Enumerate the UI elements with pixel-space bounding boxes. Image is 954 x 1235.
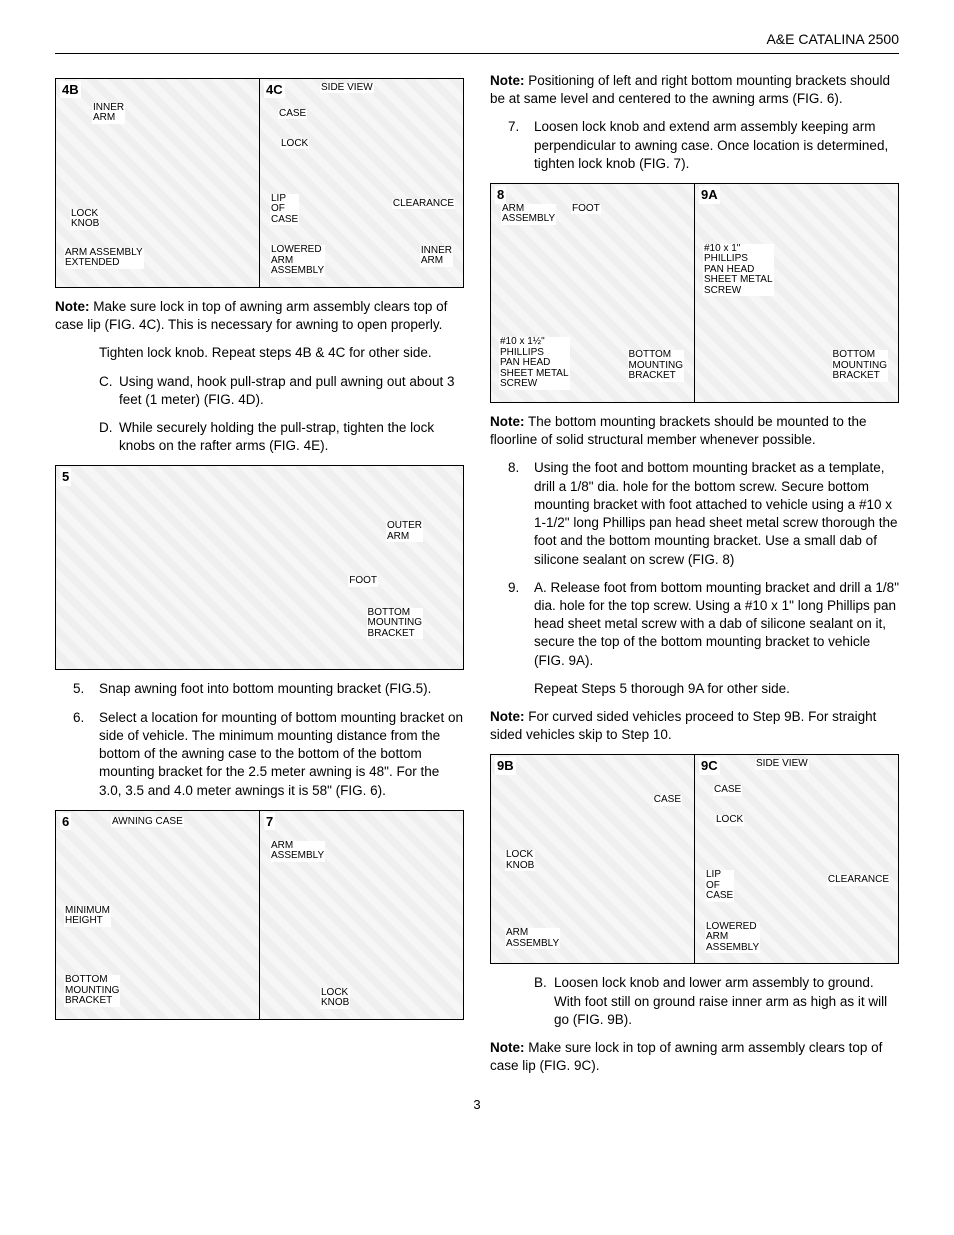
annot-case-9c: CASE — [713, 785, 742, 796]
annot-side-view: SIDE VIEW — [320, 83, 374, 94]
annot-lock: LOCK — [280, 139, 309, 150]
step-4c-text: Using wand, hook pull-strap and pull awn… — [119, 374, 454, 407]
annot-screw-8: #10 x 1½"PHILLIPSPAN HEADSHEET METALSCRE… — [499, 337, 570, 390]
step-6-text: Select a location for mounting of bottom… — [99, 710, 463, 798]
annot-lock-knob-7: LOCKKNOB — [320, 988, 350, 1009]
annot-lip-9c: LIPOFCASE — [705, 870, 734, 902]
annot-clearance: CLEARANCE — [392, 199, 455, 210]
note-4c: Note: Make sure lock in top of awning ar… — [55, 298, 464, 334]
step-5: 5. Snap awning foot into bottom mounting… — [55, 680, 464, 698]
annot-inner-arm: INNERARM — [92, 103, 125, 124]
step-8: 8. Using the foot and bottom mounting br… — [490, 459, 899, 568]
step-8-text: Using the foot and bottom mounting brack… — [534, 460, 898, 566]
step-6-num: 6. — [73, 709, 84, 727]
figure-6-7: 6 AWNING CASE MINIMUMHEIGHT BOTTOMMOUNTI… — [55, 810, 464, 1020]
figure-label-9c: 9C — [699, 757, 720, 775]
annot-lock-9b: LOCKKNOB — [505, 850, 535, 871]
page-number: 3 — [55, 1096, 899, 1114]
step-4c-num: C. — [99, 373, 113, 391]
left-column: 4B INNERARM LOCKKNOB ARM ASSEMBLYEXTENDE… — [55, 72, 464, 1086]
two-column-layout: 4B INNERARM LOCKKNOB ARM ASSEMBLYEXTENDE… — [55, 72, 899, 1086]
step-9-num: 9. — [508, 579, 519, 597]
note-positioning-text: Positioning of left and right bottom mou… — [490, 73, 890, 106]
annot-bottom-bracket-6: BOTTOMMOUNTINGBRACKET — [64, 975, 120, 1007]
step-5-num: 5. — [73, 680, 84, 698]
figure-label-9b: 9B — [495, 757, 516, 775]
step-7-num: 7. — [508, 118, 519, 136]
figure-4b-4c: 4B INNERARM LOCKKNOB ARM ASSEMBLYEXTENDE… — [55, 78, 464, 288]
page-header-title: A&E CATALINA 2500 — [55, 30, 899, 49]
annot-bottom-9a: BOTTOMMOUNTINGBRACKET — [832, 350, 888, 382]
step-9a: 9. A. Release foot from bottom mounting … — [490, 579, 899, 670]
note-9c-text: Make sure lock in top of awning arm asse… — [490, 1040, 882, 1073]
annot-case-9b: CASE — [653, 795, 682, 806]
figure-label-4c: 4C — [264, 81, 285, 99]
header-rule — [55, 53, 899, 54]
annot-outer-arm: OUTERARM — [386, 521, 423, 542]
annot-bottom-8: BOTTOMMOUNTINGBRACKET — [628, 350, 684, 382]
step-9a-text: A. Release foot from bottom mounting bra… — [534, 580, 899, 668]
document-page: A&E CATALINA 2500 4B INNERARM LOCKKNOB A… — [0, 0, 954, 1235]
annot-foot: FOOT — [348, 576, 378, 587]
annot-arm-extended: ARM ASSEMBLYEXTENDED — [64, 248, 144, 269]
step-4d-text: While securely holding the pull-strap, t… — [119, 420, 434, 453]
step-6: 6. Select a location for mounting of bot… — [55, 709, 464, 800]
note-4c-text: Make sure lock in top of awning arm asse… — [55, 299, 447, 332]
note-positioning: Note: Positioning of left and right bott… — [490, 72, 899, 108]
figure-label-6: 6 — [60, 813, 71, 831]
step-8-num: 8. — [508, 459, 519, 477]
step-5-text: Snap awning foot into bottom mounting br… — [99, 681, 431, 696]
figure-label-8: 8 — [495, 186, 506, 204]
annot-foot-8: FOOT — [571, 204, 601, 215]
step-7-text: Loosen lock knob and extend arm assembly… — [534, 119, 888, 170]
step-4c: C. Using wand, hook pull-strap and pull … — [55, 373, 464, 409]
note-label: Note: — [490, 709, 525, 724]
step-9b: B. Loosen lock knob and lower arm assemb… — [490, 974, 899, 1029]
step-7: 7. Loosen lock knob and extend arm assem… — [490, 118, 899, 173]
figure-8-9a: 8 ARMASSEMBLY FOOT #10 x 1½"PHILLIPSPAN … — [490, 183, 899, 403]
figure-9b-9c: 9B CASE LOCKKNOB ARMASSEMBLY 9C SIDE VIE… — [490, 754, 899, 964]
note-curved-text: For curved sided vehicles proceed to Ste… — [490, 709, 876, 742]
annot-low-9c: LOWEREDARMASSEMBLY — [705, 922, 760, 954]
repeat-para: Repeat Steps 5 thorough 9A for other sid… — [490, 680, 899, 698]
annot-min-height: MINIMUMHEIGHT — [64, 906, 111, 927]
right-column: Note: Positioning of left and right bott… — [490, 72, 899, 1086]
annot-lowered: LOWEREDARMASSEMBLY — [270, 245, 325, 277]
annot-side-9c: SIDE VIEW — [755, 759, 809, 770]
note-floorline: Note: The bottom mounting brackets shoul… — [490, 413, 899, 449]
note-label: Note: — [490, 414, 525, 429]
step-4d: D. While securely holding the pull-strap… — [55, 419, 464, 455]
step-9b-text: Loosen lock knob and lower arm assembly … — [554, 975, 887, 1026]
note-curved: Note: For curved sided vehicles proceed … — [490, 708, 899, 744]
annot-arm-assembly-7: ARMASSEMBLY — [270, 841, 325, 862]
annot-lock-9c: LOCK — [715, 815, 744, 826]
note-label: Note: — [490, 1040, 525, 1055]
note-label: Note: — [490, 73, 525, 88]
annot-clear-9c: CLEARANCE — [827, 875, 890, 886]
tighten-para: Tighten lock knob. Repeat steps 4B & 4C … — [55, 344, 464, 362]
step-9b-num: B. — [534, 974, 547, 992]
annot-bottom-bracket-5: BOTTOMMOUNTINGBRACKET — [367, 608, 423, 640]
figure-5: 5 OUTERARM FOOT BOTTOMMOUNTINGBRACKET — [55, 465, 464, 670]
figure-label-7: 7 — [264, 813, 275, 831]
annot-case: CASE — [278, 109, 307, 120]
note-label: Note: — [55, 299, 90, 314]
annot-screw-9a: #10 x 1"PHILLIPSPAN HEADSHEET METALSCREW — [703, 244, 774, 297]
figure-label-9a: 9A — [699, 186, 720, 204]
note-9c: Note: Make sure lock in top of awning ar… — [490, 1039, 899, 1075]
step-4d-num: D. — [99, 419, 113, 437]
note-floorline-text: The bottom mounting brackets should be m… — [490, 414, 866, 447]
annot-arm-8: ARMASSEMBLY — [501, 204, 556, 225]
annot-awning-case: AWNING CASE — [111, 817, 184, 828]
annot-lip: LIPOFCASE — [270, 194, 299, 226]
figure-label-5: 5 — [60, 468, 71, 486]
annot-inner: INNERARM — [420, 246, 453, 267]
annot-arm-9b: ARMASSEMBLY — [505, 928, 560, 949]
figure-label-4b: 4B — [60, 81, 81, 99]
annot-lock-knob: LOCKKNOB — [70, 209, 100, 230]
